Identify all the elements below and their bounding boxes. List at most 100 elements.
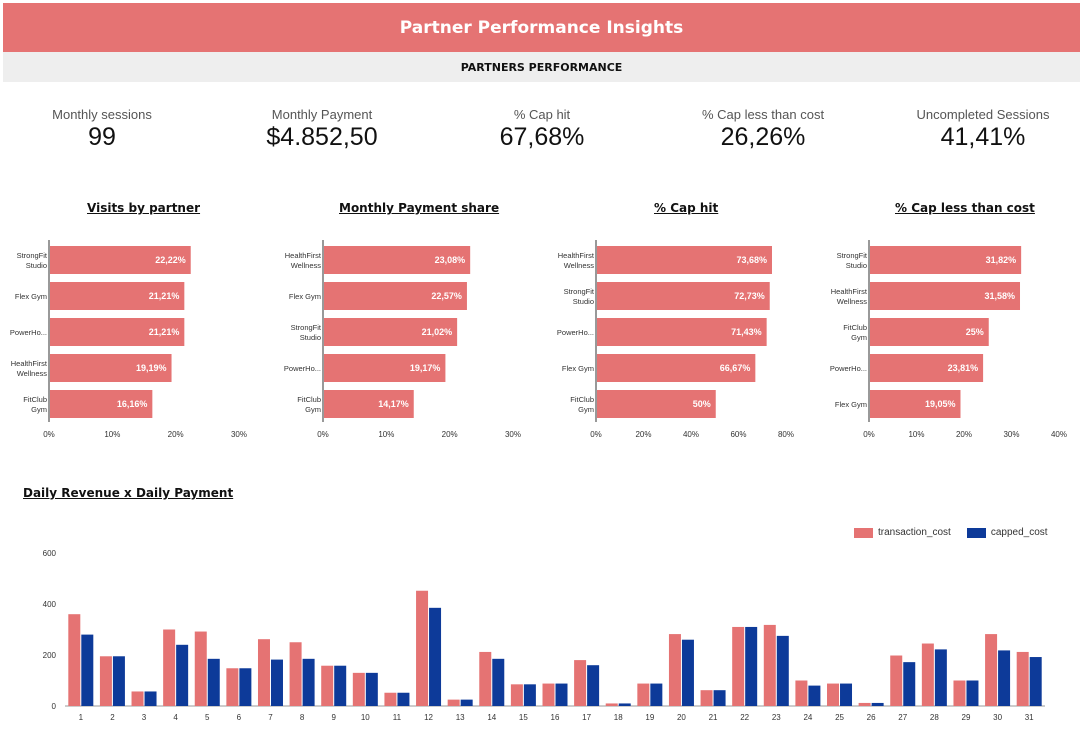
x-tick-label: 21: [709, 713, 718, 722]
x-tick-label: 28: [930, 713, 939, 722]
bar-transaction-cost: [763, 624, 776, 706]
bar: [870, 318, 989, 346]
bar-transaction-cost: [479, 651, 492, 706]
x-tick-label: 2: [110, 713, 115, 722]
legend-item-transaction-cost[interactable]: transaction_cost: [854, 527, 951, 538]
category-label: PowerHo...: [10, 328, 47, 337]
x-tick-label: 22: [740, 713, 749, 722]
bar-capped-cost: [555, 683, 568, 706]
x-tick-label: 30: [993, 713, 1002, 722]
legend-item-capped-cost[interactable]: capped_cost: [966, 527, 1048, 538]
category-label: Wellness: [564, 261, 595, 270]
kpi-label: Uncompleted Sessions: [916, 107, 1050, 122]
dashboard-header: Partner Performance Insights: [3, 3, 1080, 52]
bar: [597, 282, 770, 310]
bar: [324, 246, 471, 274]
x-tick-label: 17: [582, 713, 591, 722]
bar-transaction-cost: [194, 631, 207, 706]
category-label: Studio: [26, 261, 47, 270]
x-tick-label: 20%: [442, 430, 458, 439]
bar: [597, 246, 772, 274]
bar-capped-cost: [650, 683, 663, 706]
bar-transaction-cost: [447, 699, 460, 706]
x-tick-label: 10%: [378, 430, 394, 439]
chart-title-cap-less: % Cap less than cost: [895, 201, 1035, 215]
kpi-value: 67,68%: [499, 123, 585, 151]
bar-capped-cost: [492, 658, 505, 706]
bar-data-label: 16,16%: [117, 399, 148, 409]
x-tick-label: 14: [487, 713, 496, 722]
bar-transaction-cost: [542, 683, 555, 706]
legend-swatch: [854, 527, 873, 538]
bar-transaction-cost: [99, 656, 112, 706]
x-tick-label: 40%: [683, 430, 699, 439]
bar-capped-cost: [112, 656, 125, 706]
category-label: HealthFirst: [558, 251, 595, 260]
bar-capped-cost: [334, 665, 347, 706]
bar-data-label: 23,81%: [948, 363, 979, 373]
bar-capped-cost: [871, 702, 884, 706]
kpi-value: 41,41%: [940, 123, 1026, 151]
bar-capped-cost: [207, 658, 220, 706]
bar-data-label: 22,57%: [431, 291, 462, 301]
bar-transaction-cost: [384, 692, 397, 706]
daily-chart-legend: transaction_cost capped_cost: [854, 527, 1048, 538]
bar-capped-cost: [587, 665, 600, 706]
x-tick-label: 11: [393, 713, 402, 722]
bar-transaction-cost: [131, 691, 144, 706]
x-tick-label: 0%: [590, 430, 602, 439]
category-label: Flex Gym: [289, 292, 321, 301]
bar: [870, 246, 1022, 274]
x-tick-label: 9: [331, 713, 336, 722]
y-tick-label: 200: [43, 651, 57, 660]
bar-data-label: 23,08%: [435, 255, 466, 265]
bar-transaction-cost: [257, 639, 270, 706]
bar-transaction-cost: [1016, 651, 1029, 706]
bar-data-label: 73,68%: [736, 255, 767, 265]
bar-capped-cost: [1029, 657, 1042, 706]
x-tick-label: 30%: [1003, 430, 1019, 439]
bar-transaction-cost: [953, 680, 966, 706]
category-label: Flex Gym: [562, 364, 594, 373]
bar-capped-cost: [776, 635, 789, 706]
category-label: PowerHo...: [830, 364, 867, 373]
bar-data-label: 31,58%: [984, 291, 1015, 301]
bar: [870, 354, 984, 382]
chart-title-cap-hit: % Cap hit: [654, 201, 719, 215]
category-label: Gym: [31, 405, 47, 414]
bar-data-label: 66,67%: [720, 363, 751, 373]
bar-transaction-cost: [321, 665, 334, 706]
bar-transaction-cost: [68, 614, 81, 706]
bar-transaction-cost: [352, 672, 365, 706]
category-label: StrongFit: [291, 323, 322, 332]
bar-data-label: 19,19%: [136, 363, 167, 373]
x-tick-label: 27: [898, 713, 907, 722]
bar-transaction-cost: [605, 703, 618, 706]
bar: [50, 390, 153, 418]
bar-data-label: 25%: [966, 327, 984, 337]
bar-transaction-cost: [732, 626, 745, 706]
category-label: HealthFirst: [11, 359, 48, 368]
legend-label: transaction_cost: [878, 527, 951, 538]
y-tick-label: 600: [43, 549, 57, 558]
dashboard-title: Partner Performance Insights: [399, 17, 684, 38]
bar-capped-cost: [429, 607, 442, 706]
bar-transaction-cost: [637, 683, 650, 706]
bar-transaction-cost: [163, 629, 176, 706]
legend-label: capped_cost: [990, 527, 1048, 538]
bar-capped-cost: [903, 662, 916, 706]
x-tick-label: 40%: [1051, 430, 1067, 439]
x-tick-label: 30%: [231, 430, 247, 439]
bar: [50, 246, 191, 274]
category-label: PowerHo...: [557, 328, 594, 337]
bar-capped-cost: [460, 699, 473, 706]
x-tick-label: 19: [645, 713, 654, 722]
x-tick-label: 20: [677, 713, 686, 722]
x-tick-label: 3: [142, 713, 147, 722]
bar-data-label: 21,21%: [149, 327, 180, 337]
category-label: Flex Gym: [835, 400, 867, 409]
kpi-value: 26,26%: [720, 123, 806, 151]
